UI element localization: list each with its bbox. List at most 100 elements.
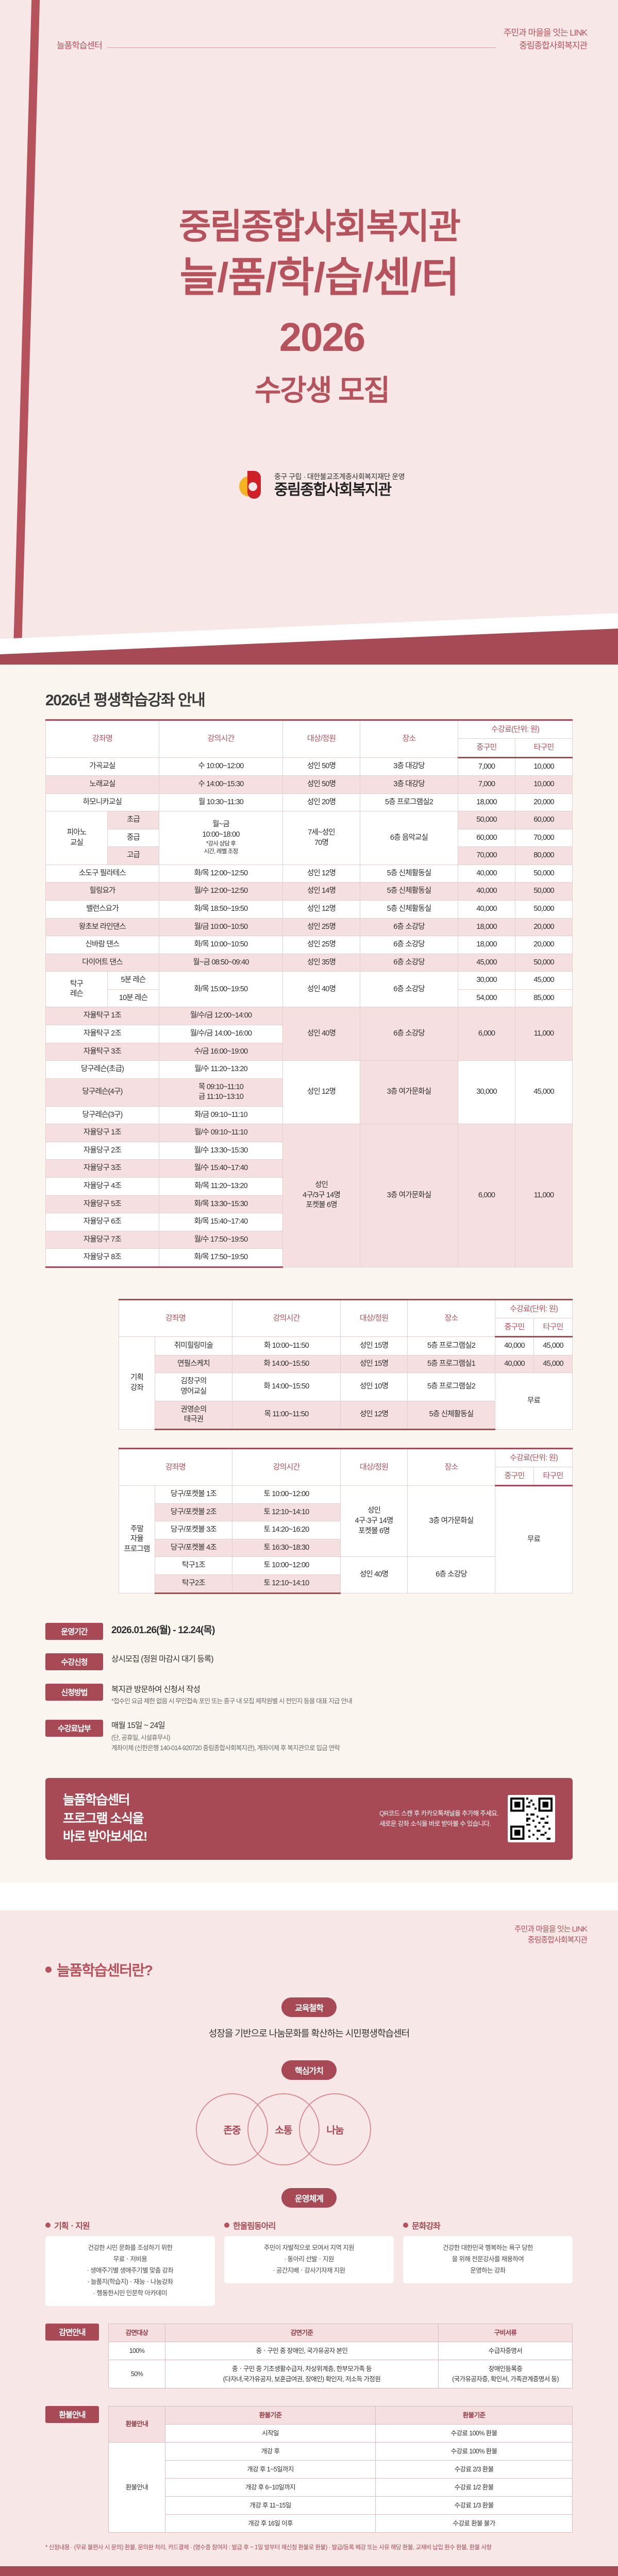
- card-line: 무료ㆍ저비용: [113, 2256, 147, 2263]
- cell-fee-other: 80,000: [515, 846, 573, 865]
- cell-fee-local: 40,000: [495, 1354, 535, 1374]
- cell-fee-other: 70,000: [515, 828, 573, 848]
- hero-year: 2026: [57, 317, 587, 358]
- cell-time: 월/수/금 14:00~16:00: [159, 1024, 283, 1043]
- system-card: 기획ㆍ지원 건강한 시민 문화를 조성하기 위한 무료ㆍ저비용 · 생애주기별 …: [45, 2219, 215, 2306]
- hero-title-line2: 늘/품/학/습/센/터: [179, 255, 460, 301]
- cell-name: 당구/포켓볼 2조: [154, 1503, 233, 1522]
- hero-title: 중림종합사회복지관 늘/품/학/습/센/터: [57, 207, 587, 306]
- table-row: 당구레슨(3구) 화/금 09:10~11:10: [45, 1106, 573, 1125]
- bullet-icon: [224, 2223, 229, 2228]
- cell-time: 화/목 10:00~10:50: [159, 936, 283, 954]
- cell-fee-local: 6,000: [458, 1124, 516, 1267]
- cell-fee-other: 50,000: [515, 864, 573, 883]
- cell-time-piano: 월~금 10:00~18:00 *강사 상담 후 시간, 레벨 조정: [159, 811, 283, 865]
- table-row: 자율당구 2조 월/수 13:30~15:30: [45, 1141, 573, 1160]
- cell-group-label: 주말 자율 프로그램: [119, 1485, 155, 1594]
- cell-refund-amount: 수강료 환불 불가: [375, 2514, 573, 2533]
- table-row: 다이어트 댄스 월~금 08:50~09:40 성인 35명 6층 소강당 45…: [45, 953, 573, 972]
- cell-name: 밸런스요가: [45, 900, 160, 919]
- th-course-place: 장소: [360, 719, 459, 758]
- hero-subtitle: 수강생 모집: [254, 374, 390, 407]
- card-line: · 동아리 선발ㆍ지원: [284, 2256, 334, 2263]
- cell-target: 성인 25명: [282, 936, 361, 954]
- system-block: 운영체계 기획ㆍ지원 건강한 시민 문화를 조성하기 위한 무료ㆍ저비용 · 생…: [0, 2188, 618, 2306]
- logo-name-text: 중림종합사회복지관: [274, 481, 392, 498]
- cell-time: 토 10:00~12:00: [232, 1485, 341, 1504]
- cell-name: 당구/포켓볼 1조: [154, 1485, 233, 1504]
- philosophy-block: 교육철학 성장을 기반으로 나눔문화를 확산하는 시민평생학습센터: [0, 1997, 618, 2040]
- hero-title-line1: 중림종합사회복지관: [178, 207, 461, 247]
- table-row: 자율당구 5조 화/목 13:30~15:30: [45, 1195, 573, 1214]
- cell-target: 성인 40명: [282, 1007, 361, 1061]
- cell-name: 자율당구 8조: [45, 1248, 160, 1268]
- bullet-icon: [403, 2223, 408, 2228]
- org-logo: 중구 구립 · 대한불교조계종사회복지재단 운영 중림종합사회복지관: [57, 471, 587, 499]
- system-card: 문화강좌 건강한 대한민국 행복하는 욕구 당한 을 위해 전문강사를 채용하여…: [403, 2219, 573, 2306]
- table-row: 자율당구 3조 월/수 15:40~17:40: [45, 1159, 573, 1178]
- promo-note1: QR코드 스캔 후 카카오톡채널을 추가해 주세요.: [379, 1810, 499, 1818]
- cell-fee-other: 20,000: [515, 793, 573, 812]
- th-course-time: 강의시간: [159, 719, 283, 758]
- cell-name: 권영순의 태극권: [154, 1400, 233, 1430]
- cell-refund-amount: 수강료 2/3 환불: [375, 2460, 573, 2479]
- promo-line2: 프로그램 소식을: [63, 1811, 144, 1826]
- cell-discount-rule: 중ㆍ구민 중 장애인, 국가유공자 본인: [165, 2341, 439, 2360]
- cell-time: 토 10:00~12:00: [232, 1556, 341, 1575]
- cell-refund-when: 개강 후 6~10일까지: [164, 2478, 376, 2497]
- th-fee-other: 타구민: [515, 738, 573, 758]
- th-refund-basis-2: 환불기준: [375, 2405, 573, 2425]
- cell-fee-local: 30,000: [458, 1060, 516, 1125]
- about-slogan: 주민과 마을을 잇는 LINK: [514, 1924, 588, 1934]
- th-discount-docs: 구비서류: [438, 2323, 573, 2342]
- cell-fee-free: 무료: [495, 1372, 573, 1430]
- cell-fee-other: 50,000: [515, 953, 573, 972]
- th-refund-label: 환불안내: [108, 2405, 165, 2443]
- table-row: 당구/포켓볼 2조 토 12:10~14:10: [119, 1503, 573, 1522]
- value-circle-3: 나눔: [299, 2093, 371, 2166]
- hero-brand-right: 주민과 마을을 잇는 LINK 중림종합사회복지관: [504, 27, 588, 52]
- cell-target: 성인 35명: [282, 953, 361, 972]
- table-row: 자율당구 4조 화/목 11:20~13:20: [45, 1177, 573, 1196]
- cell-time: 화/목 18:50~19:50: [159, 900, 283, 919]
- info-payment: 수강료납부 매월 15일 ~ 24일 (단, 공휴일, 시설휴무시) 계좌이체 …: [0, 1720, 618, 1753]
- th-fee-other: 타구민: [533, 1318, 573, 1338]
- cell-target: 성인 15명: [340, 1354, 408, 1374]
- cell-fee-local: 60,000: [458, 828, 516, 848]
- cell-time: 월/금 10:00~10:50: [159, 918, 283, 937]
- table-row: 소도구 필라테스 화/목 12:00~12:50 성인 12명 5층 신체활동실…: [45, 864, 573, 883]
- cell-place: 5층 프로그램실2: [360, 793, 459, 812]
- cell-name: 연필스케치: [154, 1354, 233, 1374]
- courses-title: 2026년 평생학습강좌 안내: [45, 692, 206, 709]
- cell-name: 노래교실: [45, 775, 160, 794]
- th-discount-rule: 감면기준: [165, 2323, 439, 2342]
- card-line: · 행동한시민 인문학 아카데미: [93, 2289, 168, 2297]
- cell-discount-target: 100%: [108, 2341, 165, 2360]
- kakao-promo-banner[interactable]: 늘품학습센터 프로그램 소식을 바로 받아보세요! QR코드 스캔 후 카카오톡…: [45, 1778, 573, 1860]
- table-row: 탁구 레슨 5분 레슨 화/목 15:00~19:50 성인 40명 6층 소강…: [45, 971, 573, 1008]
- promo-line1: 늘품학습센터: [63, 1793, 130, 1808]
- th-course-time: 강의시간: [232, 1298, 341, 1337]
- cell-time: 목 11:00~11:50: [232, 1400, 341, 1430]
- table-row: 50% 중ㆍ구민 중 기초생활수급자, 차상위계층, 한부모가족 등 (다자녀,…: [108, 2359, 573, 2388]
- cell-place: 5층 신체활동실: [360, 882, 459, 901]
- cell-time: 월/수 11:20~13:20: [159, 1060, 283, 1079]
- discount-guide: 감면안내 감면대상 감면기준 구비서류 100% 중ㆍ구민 중 장애인, 국가유…: [45, 2323, 573, 2388]
- cell-target: 성인 10명: [340, 1372, 408, 1401]
- table-row: 피아노 교실 초급 월~금 10:00~18:00 *강사 상담 후 시간, 레…: [45, 811, 573, 865]
- cell-name: 당구/포켓볼 3조: [154, 1521, 233, 1539]
- table-row: 당구레슨(4구) 목 09:10~11:10 금 11:10~13:10: [45, 1078, 573, 1107]
- table-row: 개강 후 11~15일 수강료 1/3 환불: [109, 2496, 573, 2515]
- cell-target: 성인 12명: [340, 1400, 408, 1430]
- cell-refund-when: 개강 후 1~5일까지: [164, 2460, 376, 2479]
- cell-target: 성인 25명: [282, 918, 361, 937]
- th-course-name: 강좌명: [118, 1298, 233, 1337]
- cell-time: 월/수 09:10~11:10: [159, 1124, 283, 1142]
- cell-name: 다이어트 댄스: [45, 953, 160, 972]
- cell-place: 6층 소강당: [360, 936, 459, 954]
- qr-code-icon[interactable]: [508, 1795, 555, 1843]
- th-fee-local: 중구민: [495, 1466, 535, 1487]
- logo-top-text: 중구 구립 · 대한불교조계종사회복지재단 운영: [274, 472, 405, 481]
- th-course-name: 강좌명: [45, 719, 160, 758]
- cell-level: 초급: [107, 811, 160, 829]
